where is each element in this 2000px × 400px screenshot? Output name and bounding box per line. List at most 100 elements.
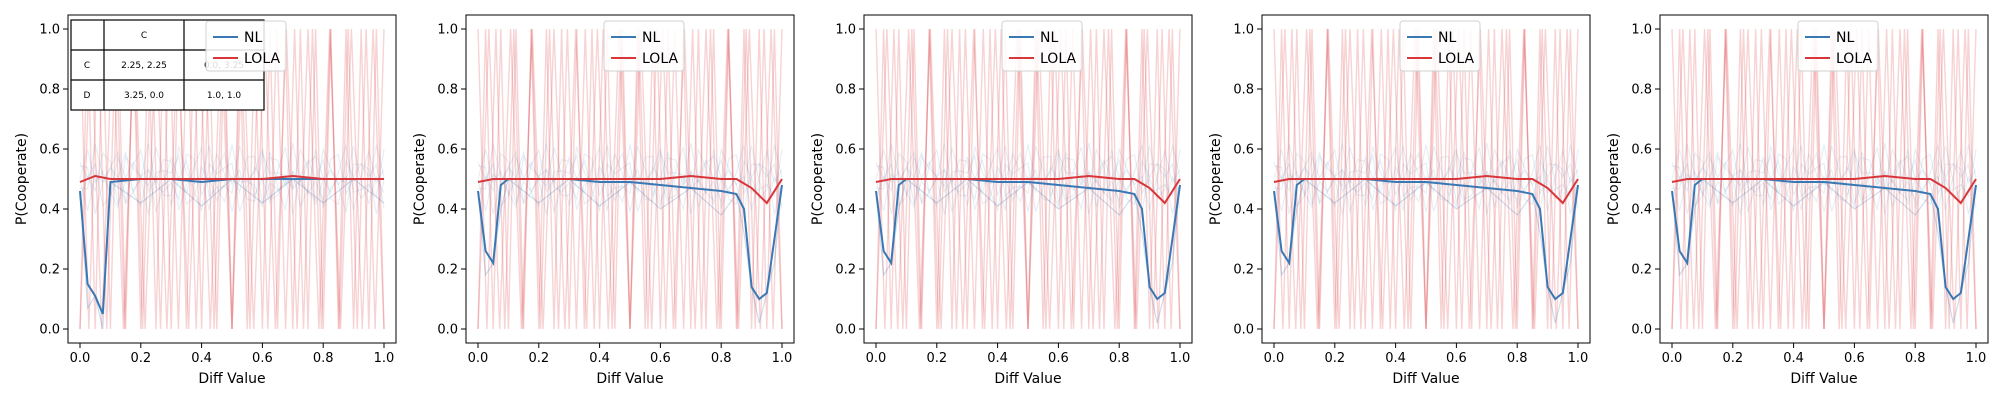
nl-trial-trace	[1273, 143, 1579, 213]
nl-trial-trace	[875, 143, 1181, 213]
y-tick-label: 0.8	[835, 83, 856, 98]
nl-trial-trace	[477, 143, 783, 213]
x-tick-label: 0.8	[1507, 351, 1528, 366]
legend-entry-nl: NL	[1836, 30, 1854, 46]
x-axis-label: Diff Value	[198, 371, 265, 387]
lola-trial-trace	[1671, 28, 1977, 330]
x-tick-label: 1.0	[772, 351, 793, 366]
y-tick-label: 0.4	[1631, 203, 1652, 218]
y-tick-label: 0.6	[437, 143, 458, 158]
y-tick-label: 0.6	[39, 143, 60, 158]
x-tick-label: 0.8	[711, 351, 732, 366]
nl-trial-trace	[79, 145, 385, 212]
y-tick-label: 0.8	[1233, 83, 1254, 98]
x-tick-label: 0.8	[1905, 351, 1926, 366]
y-axis-label: P(Cooperate)	[1208, 133, 1224, 225]
y-tick-label: 0.2	[39, 263, 60, 278]
payoff-cell: 1.0, 1.0	[207, 91, 242, 101]
subplot-3: 0.0 0.2 0.4 0.6 0.8 1.0 0.0 0.2 0.4 0.6 0.8 1.0 Diff…	[810, 14, 1193, 387]
nl-trial-trace	[477, 145, 783, 212]
y-tick-label: 0.0	[835, 323, 856, 338]
x-tick-label: 1.0	[374, 351, 395, 366]
y-tick-label: 0.8	[39, 83, 60, 98]
lola-trial-trace	[1273, 28, 1579, 330]
nl-trial-trace	[1671, 145, 1977, 213]
nl-trial-trace	[477, 145, 783, 213]
axes-frame	[863, 14, 1193, 344]
x-tick-label: 0.2	[1722, 351, 1743, 366]
y-axis-label: P(Cooperate)	[1606, 133, 1622, 225]
x-tick-label: 0.4	[1783, 351, 1804, 366]
series-line-nl	[1273, 178, 1579, 301]
x-axis-label: Diff Value	[1392, 371, 1459, 387]
x-axis-label: Diff Value	[596, 371, 663, 387]
nl-trial-trace	[875, 145, 1181, 212]
x-tick-label: 0.6	[650, 351, 671, 366]
lola-trial-trace	[1273, 28, 1579, 330]
axes-frame	[1261, 14, 1591, 344]
y-tick-label: 0.4	[835, 203, 856, 218]
x-tick-label: 0.6	[1446, 351, 1467, 366]
x-tick-label: 0.0	[866, 351, 887, 366]
x-tick-label: 0.4	[589, 351, 610, 366]
y-tick-label: 0.4	[437, 203, 458, 218]
y-tick-label: 0.6	[1631, 143, 1652, 158]
nl-trial-trace	[1273, 143, 1579, 215]
trial-traces	[477, 28, 783, 330]
payoff-col-header: C	[141, 31, 147, 41]
legend-entry-nl: NL	[1040, 30, 1058, 46]
y-axis-label: P(Cooperate)	[14, 133, 30, 225]
x-axis-label: Diff Value	[1790, 371, 1857, 387]
legend: NL LOLA	[603, 20, 685, 72]
lola-trial-trace	[1671, 28, 1977, 330]
y-tick-label: 0.2	[1631, 263, 1652, 278]
y-tick-label: 0.0	[1233, 323, 1254, 338]
nl-trial-trace	[477, 143, 783, 215]
lola-trial-trace	[477, 28, 783, 330]
y-tick-label: 0.2	[835, 263, 856, 278]
x-tick-label: 0.8	[1109, 351, 1130, 366]
x-tick-label: 1.0	[1568, 351, 1589, 366]
x-tick-label: 0.6	[252, 351, 273, 366]
y-tick-label: 0.8	[1631, 83, 1652, 98]
x-tick-label: 0.4	[1385, 351, 1406, 366]
y-tick-label: 1.0	[1233, 23, 1254, 38]
axes-frame	[67, 14, 397, 344]
y-tick-label: 0.4	[39, 203, 60, 218]
legend-entry-nl: NL	[244, 30, 262, 46]
nl-trial-trace	[1671, 145, 1977, 212]
y-tick-label: 0.0	[437, 323, 458, 338]
legend-entry-lola: LOLA	[1438, 51, 1474, 67]
lola-trial-trace	[875, 28, 1181, 330]
trial-traces	[1671, 28, 1977, 330]
y-axis-label: P(Cooperate)	[412, 133, 428, 225]
legend-entry-lola: LOLA	[1040, 51, 1076, 67]
x-tick-label: 0.2	[528, 351, 549, 366]
legend-entry-lola: LOLA	[244, 51, 280, 67]
nl-trial-trace	[1273, 145, 1579, 212]
x-tick-label: 0.2	[1324, 351, 1345, 366]
lola-trial-trace	[1273, 28, 1579, 330]
y-tick-label: 0.8	[437, 83, 458, 98]
payoff-row-label: D	[84, 91, 91, 101]
series-line-lola	[1671, 174, 1977, 205]
y-tick-label: 0.6	[835, 143, 856, 158]
x-tick-label: 0.0	[1264, 351, 1285, 366]
lola-trial-trace	[875, 28, 1181, 330]
series-line-nl	[875, 178, 1181, 301]
x-tick-label: 0.0	[1662, 351, 1683, 366]
y-tick-label: 1.0	[835, 23, 856, 38]
y-tick-label: 0.4	[1233, 203, 1254, 218]
axes-frame	[465, 14, 795, 344]
subplot-2: 0.0 0.2 0.4 0.6 0.8 1.0 0.0 0.2 0.4 0.6 0.8 1.0 Diff…	[412, 14, 795, 387]
x-tick-label: 0.4	[987, 351, 1008, 366]
lola-trial-trace	[477, 28, 783, 330]
x-tick-label: 0.8	[313, 351, 334, 366]
series-line-lola	[79, 174, 384, 183]
y-tick-label: 0.2	[1233, 263, 1254, 278]
y-axis-label: P(Cooperate)	[810, 133, 826, 225]
nl-trial-trace	[875, 145, 1181, 213]
nl-trial-trace	[875, 143, 1181, 215]
series-line-lola	[875, 174, 1181, 205]
legend: NL LOLA	[205, 20, 287, 72]
